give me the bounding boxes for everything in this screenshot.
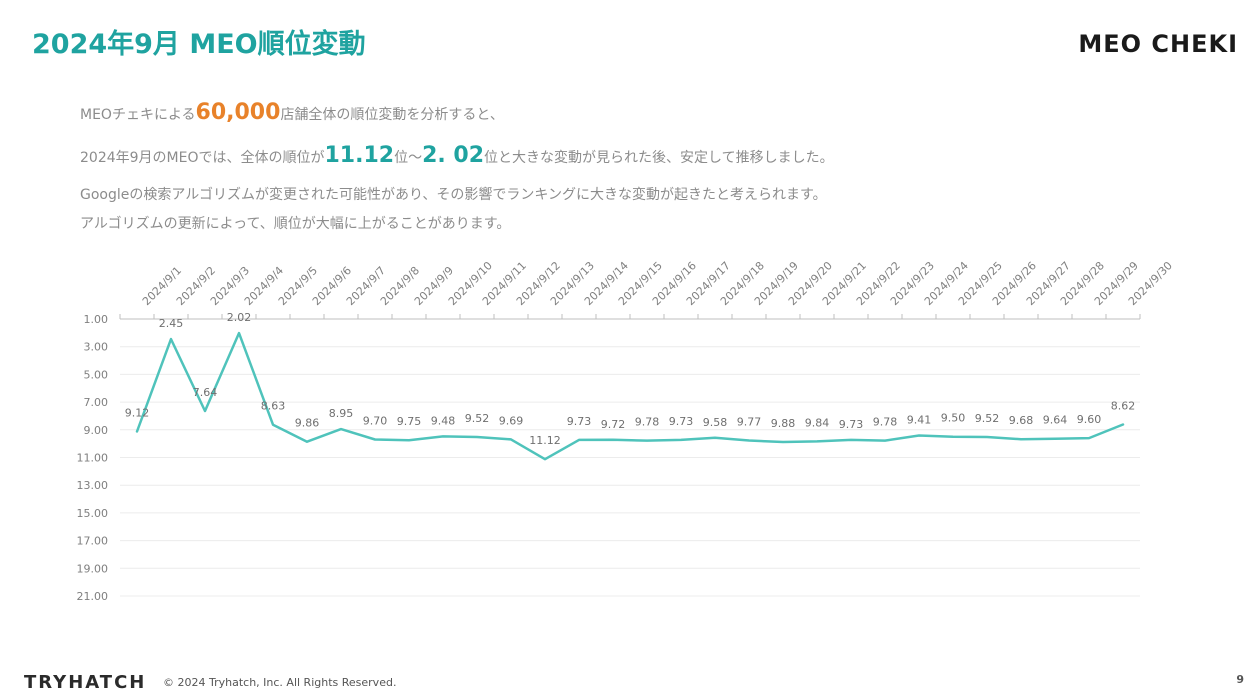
intro-line-1: MEOチェキによる60,000店舗全体の順位変動を分析すると、 [80, 100, 504, 125]
chart-y-axis: 1.00 3.00 5.00 7.00 9.00 11.00 13.00 15.00 17.00… [77, 313, 109, 603]
y-tick-label: 21.00 [77, 590, 109, 603]
data-label: 9.73 [839, 418, 864, 431]
data-label: 11.12 [529, 434, 561, 447]
data-label: 7.64 [193, 386, 218, 399]
y-tick-label: 3.00 [84, 341, 109, 354]
chart-x-axis: 2024/9/12024/9/22024/9/32024/9/42024/9/5… [119, 259, 1175, 319]
y-tick-label: 17.00 [77, 535, 109, 548]
data-label: 9.58 [703, 416, 728, 429]
series-line [135, 331, 1125, 461]
page-number: 9 [1236, 673, 1244, 686]
data-label: 9.88 [771, 417, 796, 430]
data-label: 9.70 [363, 414, 388, 427]
intro-line-3: Googleの検索アルゴリズムが変更された可能性があり、その影響でランキングに大… [80, 187, 827, 203]
intro-line-1-a: MEOチェキによる [80, 107, 196, 123]
data-label: 9.48 [431, 414, 456, 427]
data-label: 9.12 [125, 406, 150, 419]
data-label: 8.62 [1111, 400, 1136, 413]
intro-line-2-a: 2024年9月のMEOでは、全体の順位が [80, 150, 325, 166]
data-label: 9.68 [1009, 414, 1034, 427]
y-tick-label: 13.00 [77, 479, 109, 492]
data-label: 9.50 [941, 412, 966, 425]
intro-line-2-mid: 位～ [394, 150, 423, 166]
data-label: 9.72 [601, 418, 626, 431]
intro-line-4: アルゴリズムの更新によって、順位が大幅に上がることがあります。 [80, 216, 511, 232]
data-label: 9.41 [907, 413, 932, 426]
intro-line-1-b: 店舗全体の順位変動を分析すると、 [280, 107, 504, 123]
data-label: 9.73 [567, 415, 592, 428]
data-label: 9.77 [737, 415, 762, 428]
store-count-highlight: 60,000 [195, 100, 281, 125]
chart-series [135, 331, 1125, 461]
chart-data-labels: 9.12 2.45 7.64 2.02 8.63 9.86 8.95 9.70 9.75 9.48… [125, 311, 1136, 447]
data-label: 9.73 [669, 415, 694, 428]
chart-gridlines [120, 318, 1140, 597]
data-label: 9.75 [397, 415, 422, 428]
data-label: 2.02 [227, 311, 252, 324]
data-label: 9.84 [805, 416, 830, 429]
copyright-text: © 2024 Tryhatch, Inc. All Rights Reserve… [163, 676, 397, 689]
data-label: 8.95 [329, 407, 354, 420]
data-label: 9.86 [295, 417, 320, 430]
y-tick-label: 7.00 [84, 396, 109, 409]
intro-line-2: 2024年9月のMEOでは、全体の順位が11.12位～2. 02位と大きな変動が… [80, 143, 834, 168]
data-label: 9.60 [1077, 413, 1102, 426]
tryhatch-logo: TRYHATCH [24, 672, 147, 693]
data-label: 9.78 [873, 416, 898, 429]
rank-high-highlight: 2. 02 [422, 143, 485, 168]
y-tick-label: 5.00 [84, 368, 109, 381]
data-label: 9.69 [499, 414, 524, 427]
data-label: 9.52 [465, 412, 490, 425]
y-tick-label: 15.00 [77, 507, 109, 520]
y-tick-label: 19.00 [77, 562, 109, 575]
rank-low-highlight: 11.12 [324, 143, 395, 168]
data-label: 2.45 [159, 317, 184, 330]
data-label: 9.78 [635, 416, 660, 429]
data-label: 9.52 [975, 412, 1000, 425]
data-label: 9.64 [1043, 414, 1068, 427]
y-tick-label: 1.00 [84, 313, 109, 326]
data-label: 8.63 [261, 400, 286, 413]
meo-cheki-logo: MEO CHEKI [1078, 30, 1238, 58]
y-tick-label: 9.00 [84, 424, 109, 437]
page-title: 2024年9月 MEO順位変動 [32, 29, 366, 60]
intro-line-2-b: 位と大きな変動が見られた後、安定して推移しました。 [484, 150, 834, 166]
y-tick-label: 11.00 [77, 452, 109, 465]
